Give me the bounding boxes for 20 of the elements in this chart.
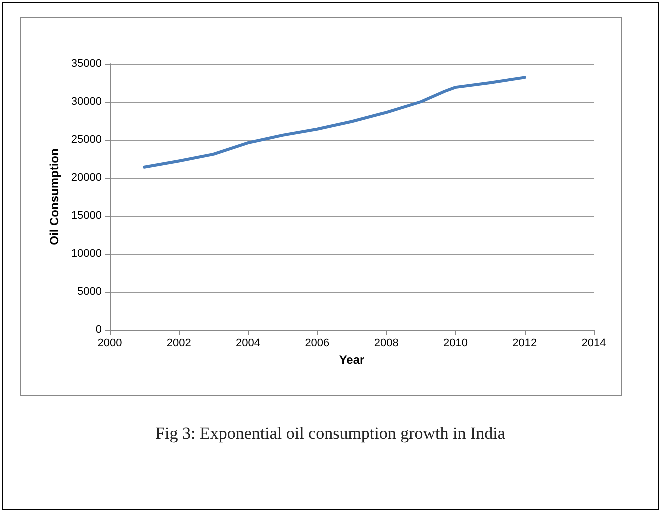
x-tick-label: 2000	[98, 338, 122, 350]
caption: Fig 3: Exponential oil consumption growth in India	[154, 424, 506, 444]
x-tick-label: 2004	[236, 338, 261, 350]
x-tick-label: 2010	[443, 338, 468, 350]
x-tick-label: 2012	[512, 338, 538, 350]
x-tick-label: 2002	[166, 338, 192, 350]
y-tick-label: 5000	[78, 286, 102, 298]
y-tick-label: 10000	[71, 248, 102, 260]
x-axis-title: Year	[339, 352, 366, 367]
y-axis-title: Oil Consumption	[48, 148, 62, 246]
y-tick-label: 20000	[71, 172, 102, 184]
x-tick-label: 2008	[374, 338, 399, 350]
y-tick-label: 25000	[71, 134, 102, 146]
line-series	[143, 76, 526, 169]
x-tick-label: 2014	[582, 338, 606, 350]
x-tick-label: 2006	[305, 338, 330, 350]
y-tick-label: 15000	[71, 210, 102, 222]
y-tick-label: 0	[96, 324, 102, 336]
y-tick-label: 30000	[71, 96, 102, 108]
y-tick-label: 35000	[71, 58, 102, 70]
